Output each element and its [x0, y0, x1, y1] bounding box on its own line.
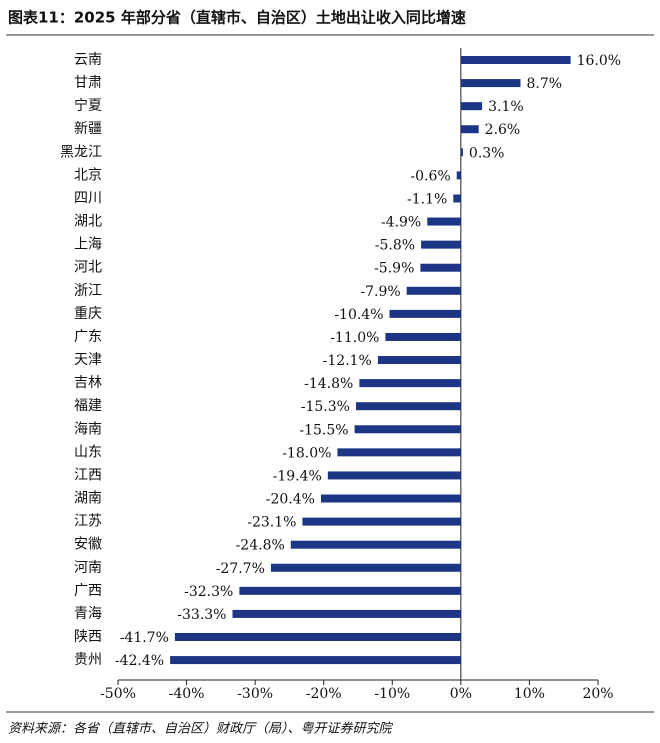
source-note: 资料来源：各省（直辖市、自治区）财政厅（局）、粤开证券研究院	[8, 721, 394, 737]
bar	[427, 217, 461, 226]
y-tick-label: 重庆	[74, 306, 102, 322]
value-label: -18.0%	[282, 445, 331, 461]
bar	[406, 286, 461, 295]
bar	[327, 471, 461, 480]
y-tick-label: 浙江	[74, 283, 102, 299]
y-tick-label: 广东	[74, 329, 102, 345]
x-tick-label: 10%	[514, 686, 545, 702]
y-tick-label: 黑龙江	[60, 144, 102, 160]
value-label: -12.1%	[323, 353, 372, 369]
chart-title: 图表11：2025 年部分省（直辖市、自治区）土地出让收入同比增速	[8, 9, 466, 27]
y-tick-label: 云南	[74, 52, 102, 68]
x-tick-label: 20%	[582, 686, 613, 702]
bar	[359, 379, 461, 388]
bar	[170, 656, 461, 665]
bar	[453, 194, 461, 203]
bar	[290, 540, 461, 549]
y-tick-label: 上海	[74, 237, 102, 253]
value-label: 2.6%	[485, 122, 521, 138]
value-label: -7.9%	[360, 284, 400, 300]
y-tick-label: 北京	[74, 167, 102, 183]
bar	[270, 563, 461, 572]
value-label: -11.0%	[330, 330, 379, 346]
value-label: 0.3%	[469, 145, 505, 161]
value-label: -32.3%	[184, 584, 233, 600]
y-tick-label: 安徽	[74, 537, 102, 553]
x-tick-label: -40%	[169, 686, 205, 702]
bar	[377, 356, 461, 365]
value-label: -42.4%	[115, 653, 164, 669]
value-label: -1.1%	[407, 191, 447, 207]
x-tick-label: -20%	[306, 686, 342, 702]
bar	[420, 263, 461, 272]
y-tick-label: 河北	[74, 260, 102, 276]
value-label: 16.0%	[577, 53, 621, 69]
y-tick-label: 湖北	[74, 214, 102, 230]
bar	[460, 148, 463, 157]
value-label: -24.8%	[236, 538, 285, 554]
value-label: -10.4%	[334, 307, 383, 323]
bar	[239, 586, 461, 595]
y-tick-label: 广西	[74, 583, 102, 599]
y-tick-label: 海南	[74, 421, 102, 437]
y-tick-label: 四川	[74, 190, 102, 206]
value-label: -20.4%	[266, 492, 315, 508]
x-tick-label: 0%	[450, 686, 472, 702]
y-tick-label: 江西	[74, 467, 102, 483]
value-label: -14.8%	[304, 376, 353, 392]
value-label: -15.3%	[301, 399, 350, 415]
x-tick-label: -50%	[100, 686, 136, 702]
bar	[460, 125, 479, 134]
y-tick-label: 贵州	[74, 652, 102, 668]
bar	[302, 517, 461, 526]
bar	[460, 102, 483, 111]
bar	[385, 332, 461, 341]
value-label: -33.3%	[177, 607, 226, 623]
bar	[460, 79, 521, 88]
y-tick-label: 江苏	[74, 514, 102, 530]
y-tick-label: 青海	[74, 606, 102, 622]
bar	[460, 56, 571, 64]
value-label: -27.7%	[216, 561, 265, 577]
value-label: 3.1%	[488, 99, 524, 115]
x-tick-label: -10%	[374, 686, 410, 702]
value-label: -23.1%	[247, 515, 296, 531]
y-tick-label: 陕西	[74, 629, 102, 645]
y-tick-label: 宁夏	[74, 97, 102, 114]
y-tick-label: 河南	[74, 560, 102, 576]
x-tick-label: -30%	[237, 686, 273, 702]
y-tick-label: 山东	[74, 444, 102, 460]
y-tick-label: 吉林	[74, 375, 102, 391]
y-tick-label: 湖南	[74, 491, 102, 507]
y-tick-label: 天津	[74, 352, 102, 368]
value-label: -15.5%	[299, 422, 348, 438]
bar	[389, 309, 461, 318]
y-tick-label: 甘肃	[74, 75, 102, 91]
bar	[337, 448, 461, 457]
y-tick-label: 福建	[74, 398, 102, 414]
bar	[174, 633, 461, 641]
bar	[421, 240, 461, 249]
y-tick-label: 新疆	[74, 121, 102, 137]
value-label: 8.7%	[527, 76, 563, 92]
bar	[232, 609, 461, 618]
value-label: -5.9%	[374, 261, 414, 277]
bar	[354, 425, 461, 434]
value-label: -5.8%	[375, 238, 415, 254]
bar	[355, 402, 461, 411]
bar	[320, 494, 461, 503]
value-label: -4.9%	[381, 215, 421, 231]
value-label: -0.6%	[410, 168, 450, 184]
value-label: -41.7%	[120, 630, 169, 646]
value-label: -19.4%	[273, 468, 322, 484]
bar	[456, 171, 461, 180]
